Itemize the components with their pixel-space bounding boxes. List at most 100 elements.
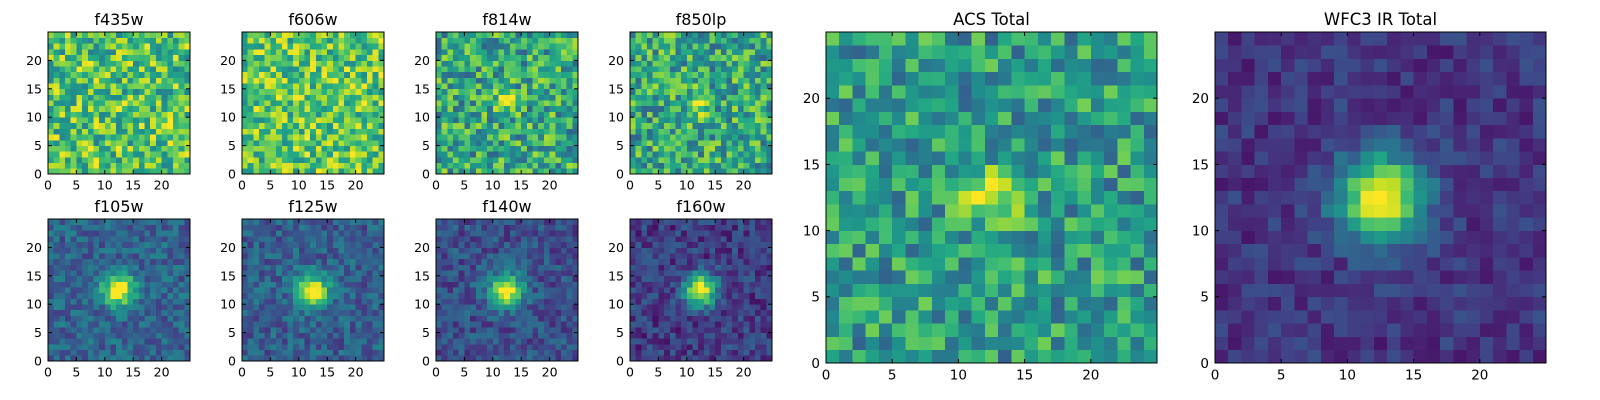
heatmap-cell: [453, 37, 460, 44]
heatmap-cell: [652, 139, 659, 146]
heatmap-cell: [698, 287, 705, 294]
heatmap-cell: [76, 100, 83, 107]
heatmap-cell: [372, 60, 379, 67]
heatmap-cell: [315, 134, 322, 141]
heatmap-cell: [766, 281, 773, 288]
heatmap-cell: [732, 49, 739, 56]
heatmap-cell: [647, 292, 654, 299]
heatmap-cell: [178, 343, 185, 350]
heatmap-cell: [532, 236, 539, 243]
heatmap-cell: [526, 326, 533, 333]
heatmap-cell: [743, 128, 750, 135]
heatmap-cell: [298, 43, 305, 50]
panel-4-image: [48, 219, 191, 362]
heatmap-cell: [760, 88, 767, 95]
heatmap-cell: [264, 66, 271, 73]
heatmap-cell: [327, 168, 334, 175]
heatmap-cell: [566, 94, 573, 101]
heatmap-cell: [155, 326, 162, 333]
heatmap-cell: [686, 100, 693, 107]
heatmap-cell: [447, 349, 454, 356]
heatmap-cell: [133, 292, 140, 299]
heatmap-cell: [133, 32, 140, 39]
heatmap-cell: [355, 292, 362, 299]
heatmap-cell: [487, 117, 494, 124]
heatmap-cell: [65, 122, 72, 129]
heatmap-cell: [167, 343, 174, 350]
heatmap-cell: [470, 253, 477, 260]
heatmap-cell: [338, 338, 345, 345]
heatmap-cell: [658, 66, 665, 73]
heatmap-cell: [65, 66, 72, 73]
heatmap-cell: [361, 168, 368, 175]
heatmap-cell: [355, 117, 362, 124]
heatmap-cell: [487, 264, 494, 271]
heatmap-cell: [532, 287, 539, 294]
heatmap-cell: [172, 49, 179, 56]
heatmap-cell: [161, 54, 168, 61]
heatmap-cell: [652, 66, 659, 73]
heatmap-cell: [48, 122, 55, 129]
heatmap-cell: [327, 258, 334, 265]
heatmap-cell: [749, 309, 756, 316]
heatmap-cell: [453, 100, 460, 107]
y-tick-label: 20: [26, 240, 42, 255]
heatmap-cell: [298, 292, 305, 299]
heatmap-cell: [172, 258, 179, 265]
heatmap-cell: [361, 275, 368, 282]
heatmap-cell: [155, 151, 162, 158]
heatmap-cell: [110, 309, 117, 316]
heatmap-cell: [681, 105, 688, 112]
heatmap-cell: [270, 88, 277, 95]
heatmap-cell: [110, 321, 117, 328]
heatmap-cell: [703, 156, 710, 163]
heatmap-cell: [264, 338, 271, 345]
heatmap-cell: [99, 54, 106, 61]
x-tick-label: 15: [319, 178, 335, 193]
heatmap-cell: [749, 332, 756, 339]
heatmap-cell: [264, 292, 271, 299]
heatmap-cell: [184, 270, 191, 277]
heatmap-cell: [543, 270, 550, 277]
heatmap-cell: [635, 309, 642, 316]
heatmap-cell: [447, 287, 454, 294]
heatmap-cell: [532, 338, 539, 345]
heatmap-cell: [310, 32, 317, 39]
heatmap-cell: [715, 332, 722, 339]
heatmap-cell: [99, 275, 106, 282]
heatmap-cell: [720, 287, 727, 294]
heatmap-cell: [332, 100, 339, 107]
heatmap-cell: [172, 60, 179, 67]
heatmap-cell: [492, 122, 499, 129]
heatmap-cell: [481, 60, 488, 67]
heatmap-cell: [110, 219, 117, 226]
heatmap-cell: [155, 264, 162, 271]
heatmap-cell: [447, 66, 454, 73]
heatmap-cell: [332, 315, 339, 322]
heatmap-cell: [310, 253, 317, 260]
y-tick-label: 5: [34, 325, 42, 340]
heatmap-cell: [321, 156, 328, 163]
y-tick-label: 5: [616, 138, 624, 153]
heatmap-cell: [93, 332, 100, 339]
heatmap-cell: [378, 60, 385, 67]
heatmap-cell: [138, 66, 145, 73]
heatmap-cell: [116, 77, 123, 84]
heatmap-cell: [692, 128, 699, 135]
heatmap-cell: [703, 88, 710, 95]
heatmap-cell: [315, 309, 322, 316]
heatmap-cell: [344, 304, 351, 311]
heatmap-cell: [703, 71, 710, 78]
heatmap-cell: [366, 105, 373, 112]
heatmap-cell: [172, 315, 179, 322]
heatmap-cell: [458, 117, 465, 124]
heatmap-cell: [464, 77, 471, 84]
heatmap-cell: [87, 156, 94, 163]
heatmap-cell: [247, 139, 254, 146]
heatmap-cell: [276, 37, 283, 44]
heatmap-cell: [532, 134, 539, 141]
heatmap-cell: [53, 292, 60, 299]
heatmap-cell: [116, 66, 123, 73]
heatmap-cell: [549, 117, 556, 124]
heatmap-cell: [161, 117, 168, 124]
